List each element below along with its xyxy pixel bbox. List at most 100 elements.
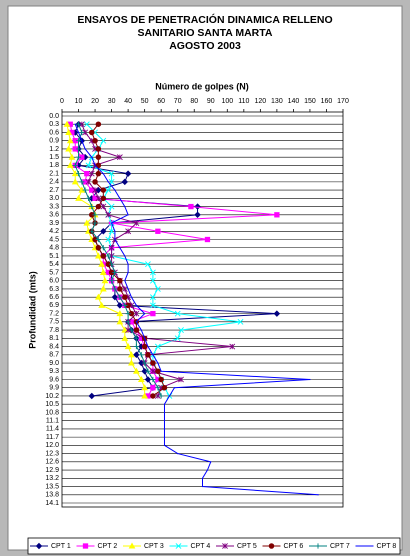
legend-label: CPT 1: [51, 543, 71, 550]
series-line: [91, 123, 166, 397]
marker: [65, 128, 72, 135]
marker: [92, 220, 98, 226]
marker: [110, 222, 113, 224]
marker: [95, 236, 101, 243]
marker: [116, 310, 124, 317]
y-tick-label: 9.0: [49, 360, 59, 367]
marker: [194, 211, 201, 219]
x-tick-label: 40: [124, 98, 132, 105]
marker: [201, 485, 204, 488]
y-tick-label: 1.8: [49, 162, 59, 169]
marker: [121, 285, 128, 292]
marker: [112, 286, 118, 292]
marker: [315, 543, 321, 549]
marker: [149, 277, 156, 284]
marker: [81, 140, 83, 142]
marker: [122, 294, 128, 300]
marker: [100, 195, 107, 202]
marker: [68, 153, 76, 160]
y-tick-label: 13.8: [45, 492, 59, 499]
y-tick-label: 1.5: [49, 154, 59, 161]
marker: [128, 327, 135, 333]
marker: [102, 173, 104, 175]
x-tick-label: 30: [108, 98, 116, 105]
marker: [83, 121, 90, 128]
marker: [85, 162, 92, 169]
marker: [95, 162, 102, 169]
y-tick-label: 10.5: [45, 401, 59, 408]
marker: [95, 195, 102, 202]
marker: [108, 170, 115, 177]
marker: [155, 368, 161, 375]
legend-label: CPT 7: [330, 543, 350, 550]
marker: [100, 203, 107, 210]
marker: [273, 310, 281, 317]
marker: [92, 195, 98, 201]
x-tick-label: 110: [238, 98, 249, 105]
y-tick-label: 8.7: [49, 352, 59, 359]
x-tick-label: 0: [60, 98, 64, 105]
chart-title: SANITARIO SANTA MARTA: [138, 27, 273, 39]
marker: [309, 378, 311, 381]
marker: [145, 352, 151, 358]
marker: [135, 321, 137, 323]
marker: [89, 187, 95, 193]
marker: [174, 335, 181, 342]
marker: [274, 212, 280, 218]
marker: [124, 205, 126, 208]
marker: [105, 236, 112, 243]
series-line: [81, 124, 233, 397]
marker: [194, 203, 201, 210]
marker: [133, 351, 140, 359]
marker: [149, 294, 156, 301]
y-tick-label: 4.5: [49, 236, 59, 243]
marker: [206, 469, 209, 471]
y-tick-label: 8.1: [49, 335, 59, 342]
marker: [141, 384, 149, 391]
y-tick-label: 6.3: [49, 286, 59, 293]
marker: [78, 121, 85, 128]
marker: [85, 195, 92, 201]
y-tick-label: 3.6: [49, 212, 59, 219]
marker: [178, 327, 184, 334]
y-tick-label: 12.6: [45, 459, 59, 466]
series-line: [66, 124, 146, 396]
marker: [122, 302, 128, 308]
marker: [105, 253, 111, 259]
y-tick-label: 11.1: [46, 418, 59, 425]
marker: [125, 228, 132, 235]
marker: [237, 318, 244, 325]
y-tick-label: 6.0: [49, 278, 59, 285]
marker: [82, 129, 89, 136]
marker: [92, 137, 98, 144]
marker: [145, 368, 151, 374]
marker: [135, 304, 137, 306]
y-tick-label: 3.3: [49, 203, 59, 210]
y-tick-label: 14.1: [45, 500, 59, 507]
marker: [149, 302, 156, 309]
marker: [160, 370, 162, 372]
y-tick-label: 2.4: [49, 179, 59, 186]
x-tick-label: 50: [141, 98, 149, 105]
marker: [117, 286, 123, 292]
marker: [116, 154, 123, 161]
marker: [128, 542, 136, 549]
marker: [210, 461, 212, 463]
y-tick-label: 0.3: [49, 121, 59, 128]
marker: [88, 170, 95, 177]
x-tick-label: 90: [207, 98, 215, 105]
x-axis-title: Número de golpes (N): [155, 81, 249, 91]
marker: [158, 393, 164, 399]
chart-title: AGOSTO 2003: [169, 40, 241, 52]
marker: [163, 428, 166, 430]
marker: [150, 360, 156, 366]
x-tick-label: 80: [190, 98, 198, 105]
y-tick-label: 12.9: [45, 467, 59, 474]
marker: [75, 154, 82, 160]
marker: [100, 137, 107, 144]
series-line: [86, 123, 241, 397]
marker: [101, 277, 109, 284]
y-tick-label: 11.4: [46, 426, 59, 433]
chart-title: ENSAYOS DE PENETRACIÓN DINAMICA RELLENO: [77, 13, 332, 26]
marker: [152, 354, 154, 356]
